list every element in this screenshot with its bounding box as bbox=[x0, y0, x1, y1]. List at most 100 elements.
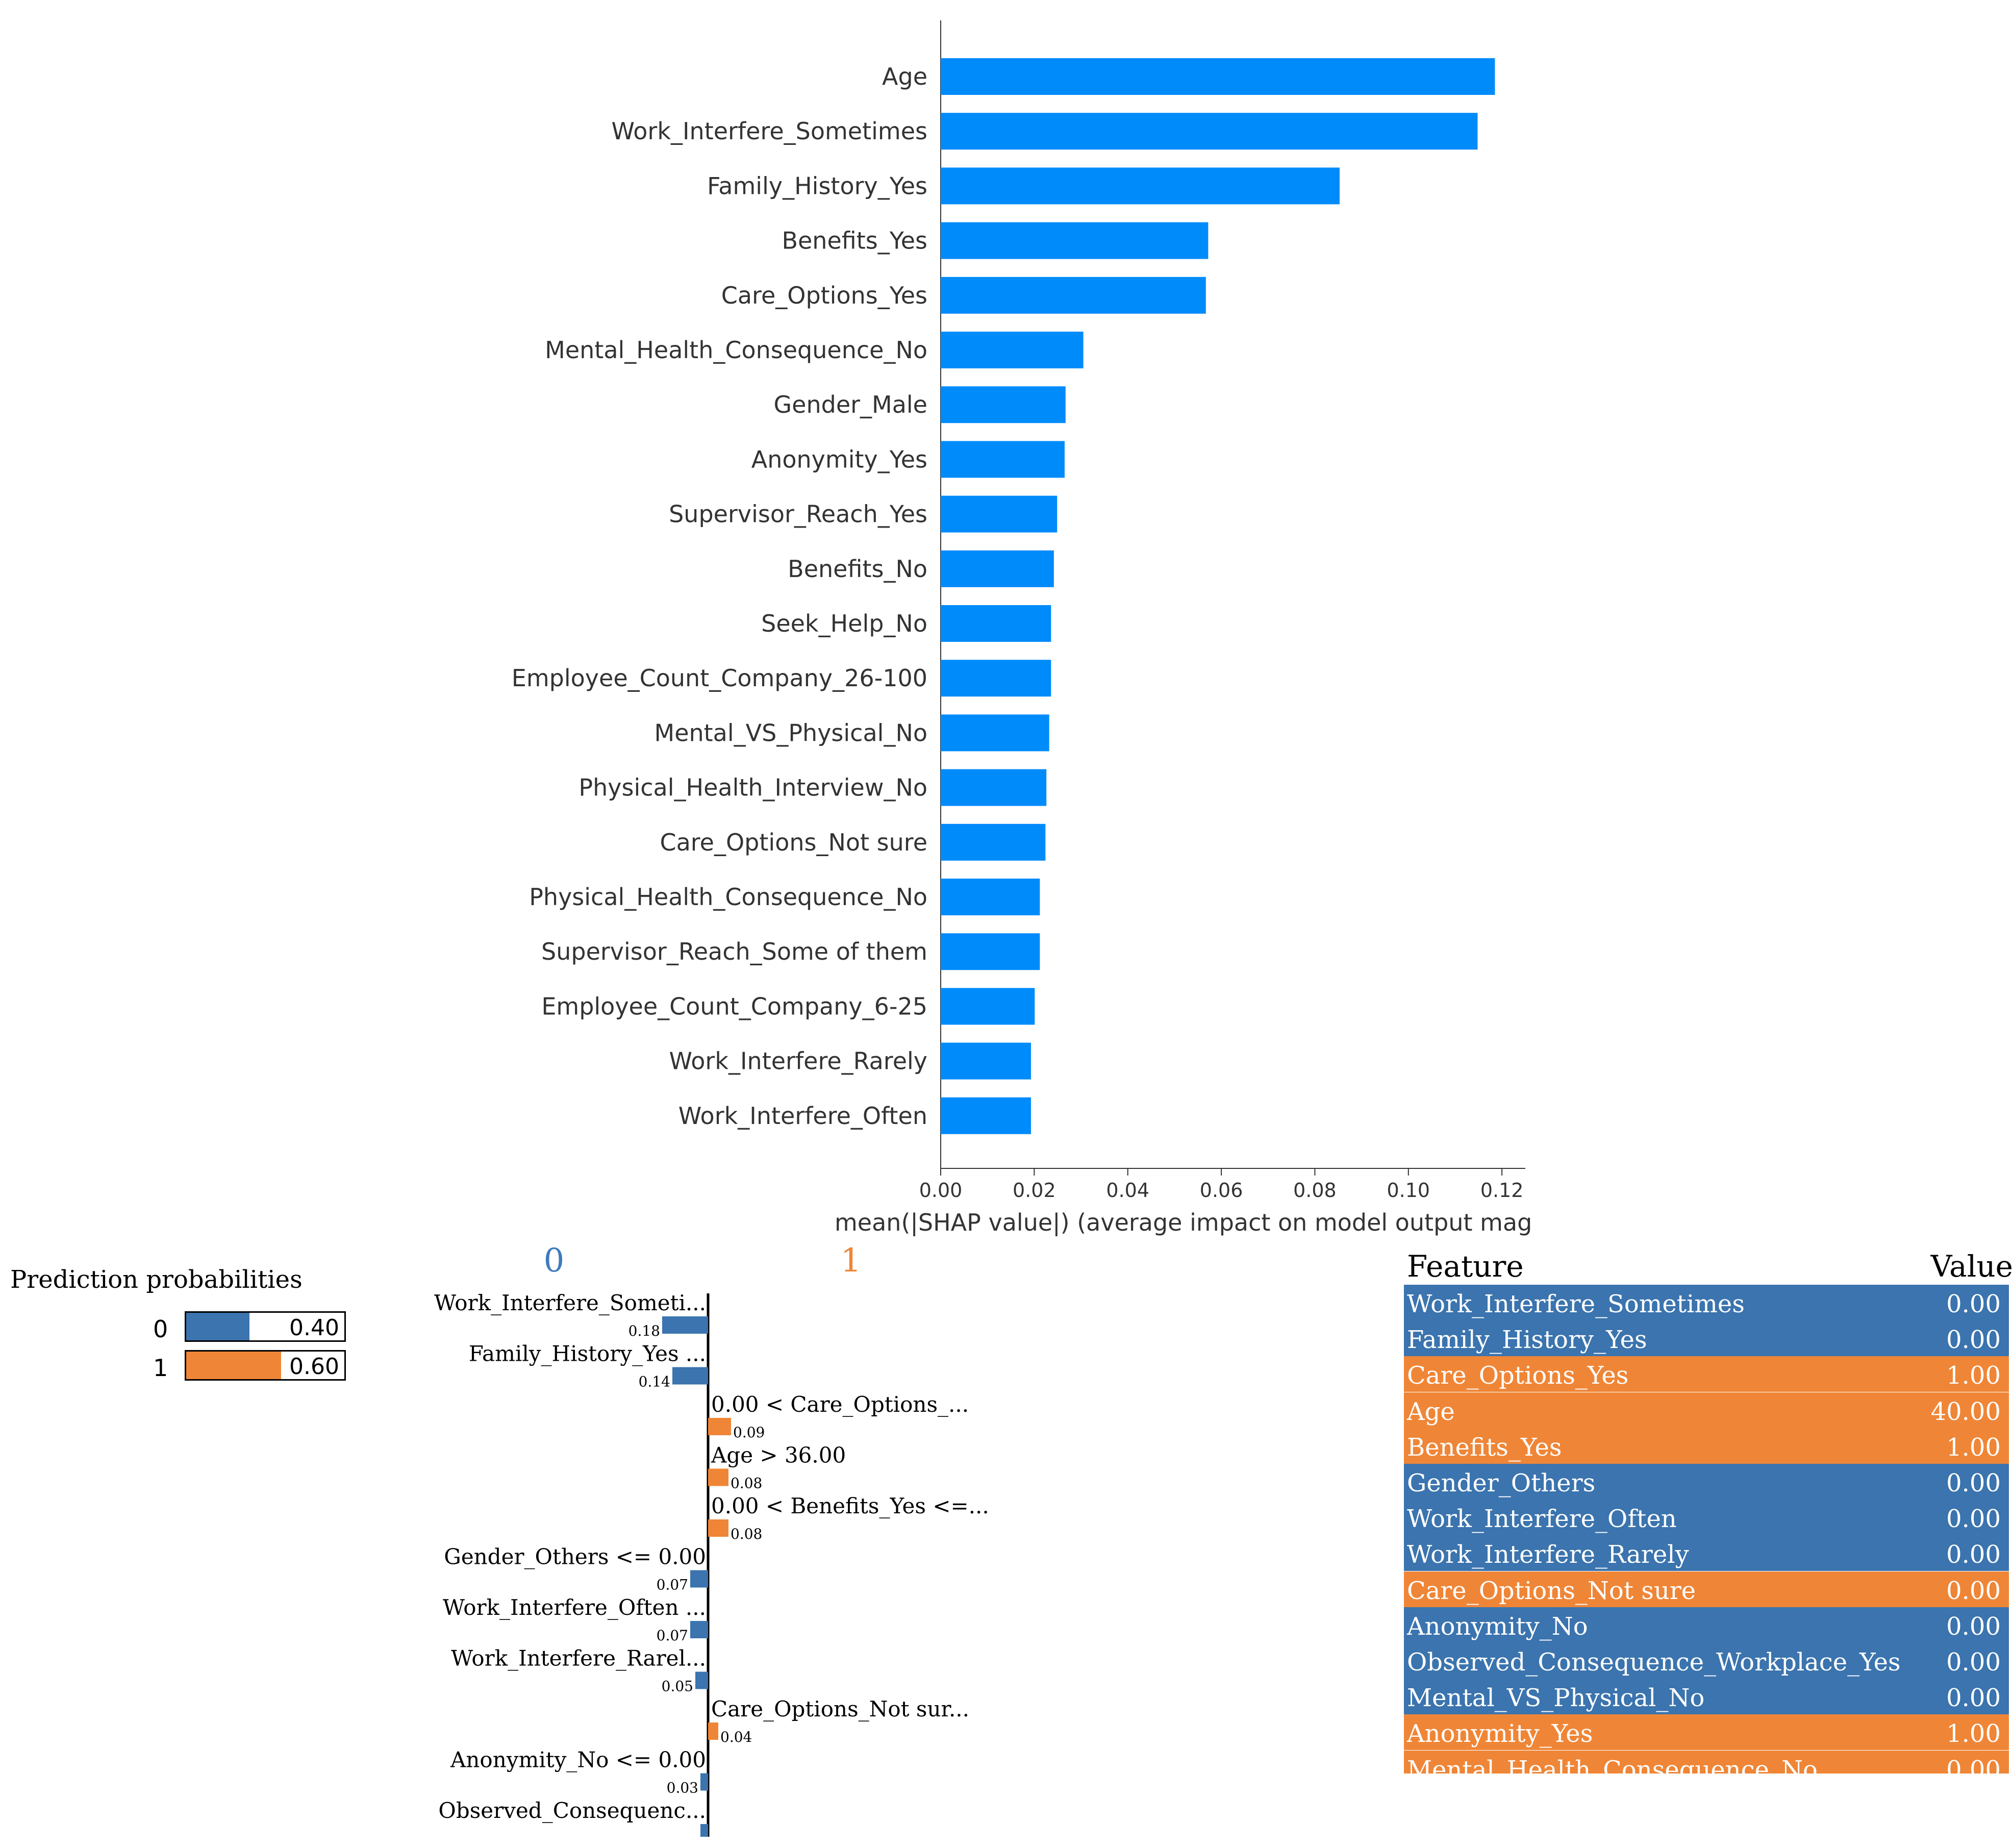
shap-category-label: Physical_Health_Interview_No bbox=[578, 774, 927, 802]
class-1-header: 1 bbox=[841, 1245, 862, 1280]
feature-name-cell: Age bbox=[1407, 1397, 1455, 1426]
shap-category-label: Age bbox=[882, 63, 927, 90]
lime-feature-label: Observed_Consequenc... bbox=[438, 1798, 706, 1823]
feature-value-cell: 40.00 bbox=[1930, 1397, 2001, 1426]
shap-category-label: Care_Options_Not sure bbox=[660, 829, 927, 856]
class-0-header: 0 bbox=[544, 1245, 565, 1280]
shap-bar bbox=[941, 441, 1065, 478]
lime-feature-label: Work_Interfere_Rarel... bbox=[451, 1646, 706, 1671]
lime-value-label: 0.18 bbox=[628, 1322, 660, 1339]
prediction-probabilities-panel: Prediction probabilities 0 0.40 1 0.60 bbox=[0, 1260, 388, 1413]
feature-table-row: Mental_VS_Physical_No 0.00 bbox=[1404, 1679, 2009, 1715]
feature-table-row: Anonymity_Yes 1.00 bbox=[1404, 1714, 2009, 1751]
lime-feature-label: Anonymity_No <= 0.00 bbox=[450, 1747, 706, 1772]
lime-value-label: 0.08 bbox=[731, 1475, 762, 1492]
shap-category-label: Supervisor_Reach_Yes bbox=[669, 501, 927, 528]
shap-summary-bar-chart: Age Work_Interfere_Sometimes Family_Histor… bbox=[512, 20, 1532, 1237]
lime-feature-label: 0.00 < Care_Options_... bbox=[711, 1392, 969, 1417]
feature-table-row: Family_History_Yes 0.00 bbox=[1404, 1320, 2009, 1357]
lime-feature-label: Gender_Others <= 0.00 bbox=[444, 1544, 706, 1569]
lime-feature-label: Care_Options_Not sur... bbox=[711, 1696, 969, 1721]
feature-name-cell: Anonymity_No bbox=[1407, 1612, 1588, 1641]
shap-bar bbox=[941, 58, 1495, 95]
feature-table-row: Care_Options_Yes 1.00 bbox=[1404, 1356, 2009, 1392]
shap-category-label: Benefits_No bbox=[788, 555, 927, 583]
shap-bar bbox=[941, 660, 1051, 697]
feature-value-cell: 0.00 bbox=[1946, 1290, 2001, 1318]
prediction-class-label: 1 bbox=[153, 1354, 168, 1382]
shap-bar bbox=[941, 714, 1049, 752]
lime-bar bbox=[672, 1367, 708, 1385]
feature-table-row: Benefits_Yes 1.00 bbox=[1404, 1428, 2009, 1464]
lime-bar bbox=[708, 1519, 728, 1537]
feature-table-row: Gender_Others 0.00 bbox=[1404, 1464, 2009, 1500]
lime-bar bbox=[690, 1621, 708, 1638]
lime-value-label: 0.03 bbox=[667, 1780, 698, 1796]
feature-table-row: Anonymity_No 0.00 bbox=[1404, 1607, 2009, 1643]
lime-value-label: 0.07 bbox=[657, 1627, 688, 1644]
lime-value-label: 0.05 bbox=[662, 1678, 693, 1695]
shap-category-label: Employee_Count_Company_6-25 bbox=[541, 992, 927, 1020]
shap-category-label: Benefits_Yes bbox=[782, 227, 927, 255]
feature-table-row: Work_Interfere_Sometimes 0.00 bbox=[1404, 1285, 2009, 1320]
value-header: Value bbox=[1930, 1249, 2013, 1284]
lime-feature-label: Work_Interfere_Often ... bbox=[443, 1595, 706, 1620]
feature-value-cell: 0.00 bbox=[1946, 1469, 2001, 1497]
feature-table-row: Care_Options_Not sure 0.00 bbox=[1404, 1571, 2009, 1607]
shap-bar bbox=[941, 550, 1054, 587]
shap-category-label: Mental_VS_Physical_No bbox=[655, 719, 928, 746]
shap-category-label: Care_Options_Yes bbox=[721, 282, 927, 309]
feature-value-table: Feature Value Work_Interfere_Sometimes 0.… bbox=[1404, 1245, 2013, 1776]
feature-value-cell: 0.00 bbox=[1946, 1755, 2001, 1774]
lime-bar bbox=[695, 1671, 708, 1689]
x-tick-label: 0.04 bbox=[1106, 1179, 1149, 1202]
feature-value-cell: 0.00 bbox=[1946, 1648, 2001, 1677]
lime-bar bbox=[690, 1570, 708, 1588]
shap-bar bbox=[941, 605, 1051, 642]
lime-value-label: 0.07 bbox=[657, 1577, 688, 1593]
prediction-bar-frame: 0.60 bbox=[185, 1350, 346, 1381]
feature-value-cell: 0.00 bbox=[1946, 1684, 2001, 1713]
feature-table-body: Work_Interfere_Sometimes 0.00 Family_Histo… bbox=[1404, 1285, 2009, 1774]
feature-header: Feature bbox=[1407, 1249, 1524, 1284]
prediction-bar-fill-0 bbox=[186, 1313, 249, 1340]
shap-bar bbox=[941, 167, 1340, 205]
lime-bar bbox=[708, 1418, 731, 1435]
feature-value-cell: 0.00 bbox=[1946, 1505, 2001, 1534]
feature-table-row: Mental_Health_Consequence_No 0.00 bbox=[1404, 1750, 2009, 1774]
shap-bar bbox=[941, 879, 1040, 915]
x-tick-label: 0.12 bbox=[1480, 1179, 1524, 1202]
shap-bar bbox=[941, 933, 1040, 970]
lime-value-label: 0.14 bbox=[639, 1373, 670, 1390]
prediction-probabilities-title: Prediction probabilities bbox=[10, 1265, 303, 1294]
feature-name-cell: Care_Options_Not sure bbox=[1407, 1576, 1696, 1605]
shap-bar bbox=[941, 1097, 1031, 1134]
shap-bar bbox=[941, 332, 1084, 368]
shap-category-label: Work_Interfere_Rarely bbox=[669, 1047, 928, 1075]
lime-value-label: 0.04 bbox=[720, 1729, 752, 1745]
feature-value-cell: 0.00 bbox=[1946, 1540, 2001, 1569]
feature-value-cell: 0.00 bbox=[1946, 1326, 2001, 1355]
feature-name-cell: Family_History_Yes bbox=[1407, 1326, 1647, 1355]
lime-feature-label: Work_Interfere_Someti... bbox=[434, 1290, 706, 1315]
x-tick-label: 0.08 bbox=[1293, 1179, 1337, 1202]
feature-value-cell: 1.00 bbox=[1946, 1361, 2001, 1390]
feature-name-cell: Work_Interfere_Rarely bbox=[1407, 1540, 1689, 1569]
prediction-row-0: 0 0.40 bbox=[0, 1311, 388, 1344]
feature-name-cell: Care_Options_Yes bbox=[1407, 1361, 1629, 1390]
shap-bar bbox=[941, 277, 1206, 314]
shap-bar bbox=[941, 769, 1047, 806]
feature-name-cell: Observed_Consequence_Workplace_Yes bbox=[1407, 1648, 1901, 1677]
shap-category-label: Work_Interfere_Often bbox=[678, 1102, 927, 1130]
x-tick-label: 0.10 bbox=[1387, 1179, 1430, 1202]
prediction-value: 0.60 bbox=[289, 1354, 339, 1380]
lime-feature-label: 0.00 < Benefits_Yes <=... bbox=[711, 1493, 989, 1518]
prediction-bar-fill-1 bbox=[186, 1352, 281, 1379]
shap-category-label: Seek_Help_No bbox=[761, 610, 927, 637]
shap-category-label: Anonymity_Yes bbox=[751, 445, 927, 473]
feature-value-cell: 0.00 bbox=[1946, 1612, 2001, 1641]
prediction-class-label: 0 bbox=[153, 1315, 168, 1343]
shap-category-label: Work_Interfere_Sometimes bbox=[612, 117, 928, 145]
shap-category-label: Family_History_Yes bbox=[707, 172, 927, 199]
lime-bar bbox=[708, 1722, 718, 1740]
